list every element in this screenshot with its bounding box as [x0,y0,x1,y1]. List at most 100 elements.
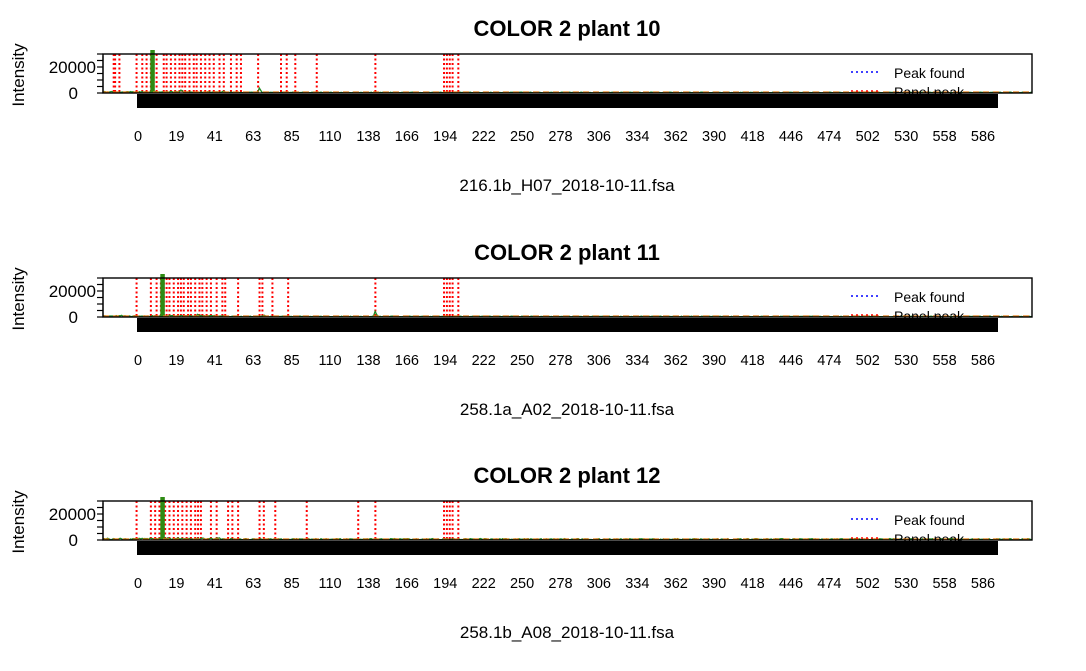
x-tick-label: 222 [472,576,496,592]
x-tick-label: 390 [702,129,726,145]
x-tick-label: 446 [779,129,803,145]
x-tick-label: 41 [207,353,223,369]
x-tick-label: 166 [395,353,419,369]
x-tick-label: 166 [395,576,419,592]
x-axis-tick-band [137,94,998,108]
x-axis-label: 258.1a_A02_2018-10-11.fsa [460,400,675,419]
x-tick-label: 362 [664,353,688,369]
x-tick-label: 85 [284,353,300,369]
x-tick-label: 250 [510,129,534,145]
chart-title: COLOR 2 plant 10 [473,16,660,41]
legend-label-peak-found: Peak found [894,65,965,81]
x-tick-label: 138 [356,129,380,145]
x-tick-label: 502 [856,576,880,592]
x-tick-label: 558 [932,353,956,369]
x-tick-label: 194 [433,129,457,145]
x-tick-label: 0 [134,353,142,369]
y-tick-label: 0 [69,308,78,327]
x-tick-label: 362 [664,129,688,145]
x-tick-label: 19 [168,576,184,592]
x-tick-label: 278 [548,576,572,592]
x-tick-label: 390 [702,353,726,369]
x-tick-label: 558 [932,129,956,145]
x-tick-label: 530 [894,576,918,592]
x-tick-label: 110 [318,353,341,369]
x-tick-label: 530 [894,353,918,369]
x-tick-label: 0 [134,576,142,592]
x-tick-label: 446 [779,353,803,369]
x-tick-label: 334 [625,576,649,592]
x-tick-label: 278 [548,353,572,369]
x-tick-label: 306 [587,353,611,369]
x-tick-label: 166 [395,129,419,145]
x-tick-label: 138 [356,353,380,369]
chart-title: COLOR 2 plant 11 [474,240,660,265]
x-tick-label: 390 [702,576,726,592]
x-tick-label: 586 [971,576,995,592]
x-tick-label: 250 [510,576,534,592]
y-tick-label: 20000 [49,282,96,301]
x-tick-label: 0 [134,129,142,145]
x-tick-label: 446 [779,576,803,592]
y-tick-label: 0 [69,531,78,550]
x-tick-label: 474 [817,576,841,592]
x-tick-label: 63 [245,576,261,592]
x-axis-label: 216.1b_H07_2018-10-11.fsa [459,176,675,195]
legend-label-panel-peak: Panel peak [894,308,965,324]
y-tick-label: 20000 [49,505,96,524]
legend-label-panel-peak: Panel peak [894,84,965,100]
legend-label-panel-peak: Panel peak [894,531,965,547]
x-tick-label: 418 [740,129,764,145]
x-tick-label: 306 [587,576,611,592]
x-tick-label: 41 [207,576,223,592]
plot-frame [102,53,1033,94]
y-axis-label: Intensity [9,267,28,331]
x-tick-label: 334 [625,129,649,145]
x-tick-label: 110 [318,129,341,145]
x-tick-label: 474 [817,129,841,145]
x-axis-tick-band [137,541,998,555]
x-tick-label: 502 [856,129,880,145]
plot-frame [102,277,1033,318]
main-peak-bar [160,497,165,540]
x-tick-label: 306 [587,129,611,145]
x-tick-label: 63 [245,129,261,145]
x-tick-label: 362 [664,576,688,592]
x-tick-label: 222 [472,129,496,145]
x-tick-label: 250 [510,353,534,369]
x-tick-label: 41 [207,129,223,145]
x-tick-label: 63 [245,353,261,369]
x-tick-label: 530 [894,129,918,145]
main-peak-bar [160,274,165,317]
y-tick-label: 20000 [49,58,96,77]
x-tick-label: 586 [971,353,995,369]
x-tick-label: 558 [932,576,956,592]
legend-label-peak-found: Peak found [894,512,965,528]
x-axis-label: 258.1b_A08_2018-10-11.fsa [460,623,675,642]
x-tick-label: 194 [433,353,457,369]
x-tick-label: 222 [472,353,496,369]
x-tick-label: 194 [433,576,457,592]
x-tick-label: 418 [740,576,764,592]
x-tick-label: 110 [318,576,341,592]
x-tick-label: 138 [356,576,380,592]
x-tick-label: 278 [548,129,572,145]
y-axis-label: Intensity [9,490,28,554]
x-tick-label: 474 [817,353,841,369]
x-tick-label: 334 [625,353,649,369]
legend-label-peak-found: Peak found [894,289,965,305]
x-tick-label: 19 [168,353,184,369]
x-tick-label: 418 [740,353,764,369]
x-tick-label: 19 [168,129,184,145]
main-peak-bar [150,50,155,93]
x-tick-label: 502 [856,353,880,369]
x-axis-tick-band [137,318,998,332]
y-axis-label: Intensity [9,43,28,107]
x-tick-label: 586 [971,129,995,145]
x-tick-label: 85 [284,129,300,145]
y-tick-label: 0 [69,84,78,103]
x-tick-label: 85 [284,576,300,592]
plot-frame [102,500,1033,541]
chart-title: COLOR 2 plant 12 [473,463,660,488]
